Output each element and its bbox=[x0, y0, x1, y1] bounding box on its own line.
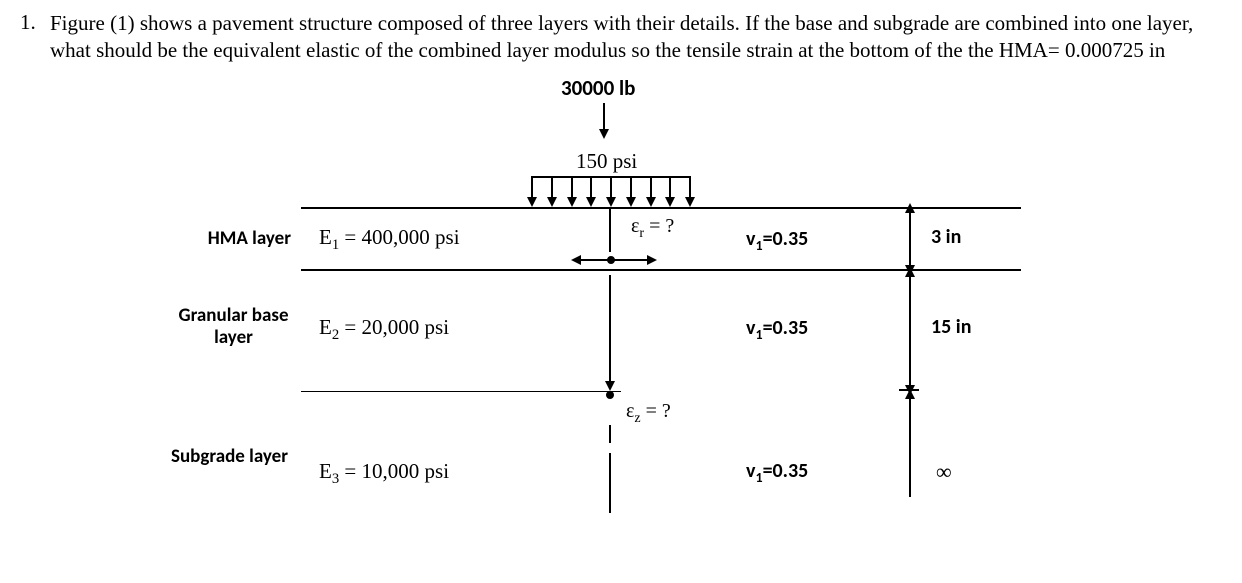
layer-3-modulus: E3 = 10,000 psi bbox=[319, 459, 449, 488]
layer-1-name: HMA layer bbox=[171, 227, 291, 250]
layer-3-name: Subgrade layer bbox=[171, 445, 288, 468]
line-base-bottom bbox=[301, 391, 621, 393]
dim-2-up bbox=[905, 267, 915, 277]
layer-2-modulus: E2 = 20,000 psi bbox=[319, 315, 449, 344]
point-marker bbox=[606, 391, 614, 399]
load-arrow-head bbox=[599, 129, 609, 139]
layer-3-thickness: ∞ bbox=[936, 459, 952, 485]
dim-1-up bbox=[905, 203, 915, 213]
centerline-2-head bbox=[605, 381, 615, 391]
layer-2-name: Granular base layer bbox=[171, 305, 296, 351]
layer-2-thickness: 15 in bbox=[931, 315, 971, 339]
figure-1: 30000 lb 150 psi εr = ? εz = ? HM bbox=[171, 75, 1071, 535]
centerline-3b bbox=[609, 453, 611, 513]
strain-r-label: εr = ? bbox=[631, 215, 674, 242]
horiz-arrow-left bbox=[571, 255, 581, 265]
load-label: 30000 lb bbox=[561, 75, 635, 101]
strain-z-label: εz = ? bbox=[626, 400, 671, 427]
dim-3-line bbox=[909, 397, 911, 497]
dim-3-up bbox=[905, 389, 915, 399]
question-number: 1. bbox=[20, 10, 50, 65]
dim-2-line bbox=[909, 275, 911, 387]
horiz-arrow-dot bbox=[607, 256, 615, 264]
question-block: 1. Figure (1) shows a pavement structure… bbox=[20, 10, 1222, 65]
layer-1-modulus: E1 = 400,000 psi bbox=[319, 225, 460, 254]
pressure-label: 150 psi bbox=[576, 149, 637, 174]
layer-2-poisson: v1=0.35 bbox=[746, 316, 808, 343]
centerline-1 bbox=[609, 207, 611, 252]
strain-z-eq: = ? bbox=[641, 400, 671, 422]
question-text: Figure (1) shows a pavement structure co… bbox=[50, 10, 1222, 65]
centerline-3a bbox=[609, 425, 611, 443]
layer-1-poisson: v1=0.35 bbox=[746, 227, 808, 254]
strain-r-eq: = ? bbox=[644, 215, 674, 237]
arrow-row bbox=[531, 177, 691, 205]
layer-1-thickness: 3 in bbox=[931, 225, 961, 249]
dim-1-line bbox=[909, 211, 911, 267]
centerline-2 bbox=[609, 275, 611, 385]
load-arrow-shaft bbox=[603, 103, 605, 131]
horiz-arrow-right bbox=[647, 255, 657, 265]
layer-3-poisson: v1=0.35 bbox=[746, 459, 808, 486]
